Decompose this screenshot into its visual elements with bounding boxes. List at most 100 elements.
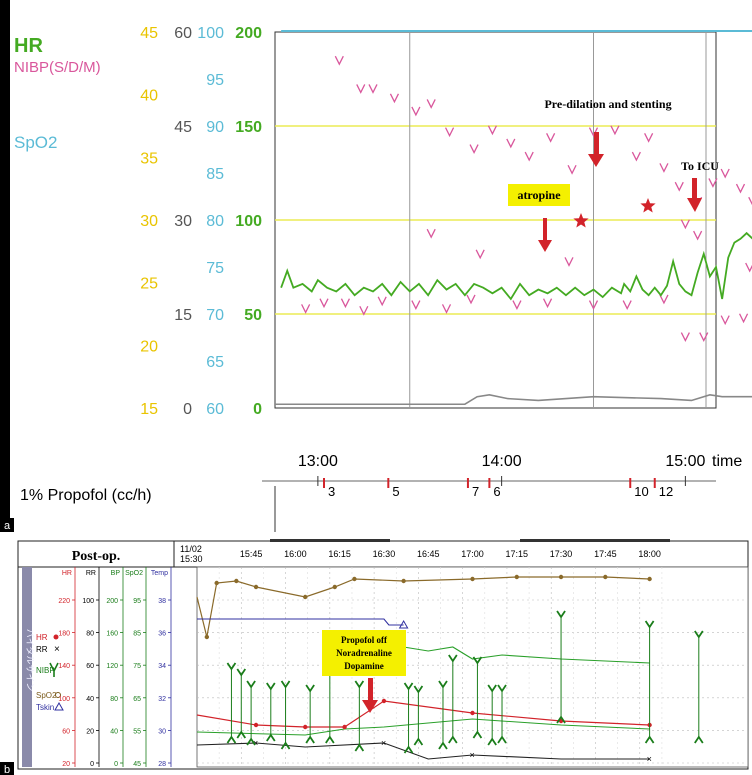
nibp-dia-mark xyxy=(246,737,256,746)
nibp-mark xyxy=(693,230,703,241)
y-tick-gray: 30 xyxy=(174,213,192,230)
y-tick-gray: 15 xyxy=(174,307,192,324)
y-tick-temp: 28 xyxy=(158,761,166,768)
nibp-dia-mark xyxy=(403,745,414,754)
x-tick-label: 18:00 xyxy=(638,549,661,559)
y-tick-temp: 32 xyxy=(158,696,166,703)
nibp-mark xyxy=(411,106,421,117)
y-tick-bp: 0 xyxy=(114,761,118,768)
y-tick-rr: 40 xyxy=(86,696,94,703)
y-tick-bp: 200 xyxy=(106,598,118,605)
temp-line-point xyxy=(204,634,210,640)
y-axes: 4540353025201560453015010095908580757065… xyxy=(140,25,262,418)
propofol-rate: 5 xyxy=(392,484,399,499)
nibp-mark xyxy=(359,305,369,316)
atropine-callout-box xyxy=(508,184,570,206)
hr-line xyxy=(280,231,752,301)
nibp-mark xyxy=(567,164,577,175)
legend-hr: HR xyxy=(36,633,48,642)
temp-line-point xyxy=(470,576,475,582)
nibp-mark xyxy=(745,262,752,273)
nibp-mark xyxy=(441,304,452,314)
axis-header-temp: Temp xyxy=(151,570,168,577)
nibp-sys-mark xyxy=(413,685,424,694)
nibp-mark xyxy=(411,300,421,311)
legend-marker xyxy=(54,701,64,711)
nibp-sys-mark xyxy=(487,684,497,693)
y-tick-gray: 45 xyxy=(174,119,192,136)
nibp-sys-mark xyxy=(280,680,291,689)
nibp-sys-mark xyxy=(246,680,256,689)
temp-line-point xyxy=(352,576,357,582)
temp-line-point xyxy=(647,576,652,582)
y-tick-rr: 60 xyxy=(86,663,94,670)
x-tick-label: 17:45 xyxy=(594,549,617,559)
temp-line-point xyxy=(234,578,239,584)
nibp-mark xyxy=(377,296,387,307)
temp-line-point xyxy=(558,574,564,580)
nibp-mark xyxy=(680,332,690,343)
y-tick-temp: 30 xyxy=(158,728,166,735)
panel-b: b Post-op. 11/02 15:30 15:45 16:00 16:15 16:… xyxy=(0,532,752,775)
nibp-mark xyxy=(708,178,718,188)
y-tick-hr: 100 xyxy=(235,213,262,230)
stenting-arrow xyxy=(588,132,604,167)
date-label: 11/02 xyxy=(180,544,202,554)
y-tick-hr: 20 xyxy=(62,761,70,768)
tskin-marker xyxy=(398,619,409,629)
y-tick-hr: 100 xyxy=(58,696,70,703)
y-tick-bp: 80 xyxy=(110,696,118,703)
panel-a-label-box xyxy=(0,518,14,532)
x-tick-label: 16:15 xyxy=(328,549,351,559)
nibp-mark xyxy=(659,163,669,173)
atropine-callout-text: atropine xyxy=(517,188,561,202)
hr-line-point xyxy=(303,724,308,730)
gray-series-line xyxy=(275,394,752,406)
legend-tskin: Tskin xyxy=(36,703,54,712)
y-axes: HR2201801401006020RR100806040200BP200160… xyxy=(58,567,172,768)
y-tick-yellow: 30 xyxy=(140,213,158,230)
event-star-1 xyxy=(573,213,589,228)
nibp-sys-mark xyxy=(438,680,448,689)
legend-nibp: NIBP xyxy=(36,666,55,675)
panel-a-label: a xyxy=(4,520,11,532)
hr-series xyxy=(280,231,752,301)
grid xyxy=(275,32,716,408)
rr-marker: × xyxy=(381,738,386,748)
propofol-rate: 10 xyxy=(634,484,648,499)
y-tick-yellow: 45 xyxy=(140,25,158,42)
panel-b-label-box xyxy=(0,762,14,775)
legend-marker: × xyxy=(54,644,60,655)
nibp-mark xyxy=(720,168,730,179)
propofol-rate: 7 xyxy=(472,484,479,499)
x-tick-label: 13:00 xyxy=(298,453,338,470)
legend: HR RR × NIBP SpO2 Tskin xyxy=(36,633,64,712)
nibp-dia-mark xyxy=(354,743,365,752)
x-ticks: 15:30 15:45 16:00 16:15 16:30 16:45 17:00 17:15… xyxy=(180,549,661,564)
y-tick-spo2: 45 xyxy=(133,761,141,768)
nibp-mark xyxy=(699,332,709,343)
nibp-dia-mark xyxy=(438,741,448,750)
rr-marker: × xyxy=(470,750,475,760)
y-tick-spo2: 75 xyxy=(133,663,141,670)
nibp-mark xyxy=(512,300,522,311)
y-tick-gray: 60 xyxy=(174,25,192,42)
callout-line-2: Noradrenaline xyxy=(336,648,392,658)
y-tick-spo2: 65 xyxy=(133,696,141,703)
temp-line xyxy=(196,576,650,638)
nibp-mark xyxy=(368,84,378,94)
nibp-dia-mark xyxy=(413,737,424,746)
y-tick-gray: 0 xyxy=(183,401,192,418)
nibp-mark xyxy=(546,132,556,143)
side-label: バイタルサイン xyxy=(25,629,35,692)
header-tab-mark-1 xyxy=(270,539,390,542)
nibp-mark xyxy=(588,300,599,311)
nibp-mark xyxy=(301,304,311,314)
x-axis: 13:00 14:00 15:00 xyxy=(262,453,716,486)
nibp-mark xyxy=(748,196,752,206)
y-tick-rr: 100 xyxy=(82,598,94,605)
y-tick-hr: 50 xyxy=(244,307,262,324)
x-axis-title: time xyxy=(712,453,742,470)
legend-nibp: NIBP(S/D/M) xyxy=(14,59,101,76)
nibp-series xyxy=(301,55,752,343)
